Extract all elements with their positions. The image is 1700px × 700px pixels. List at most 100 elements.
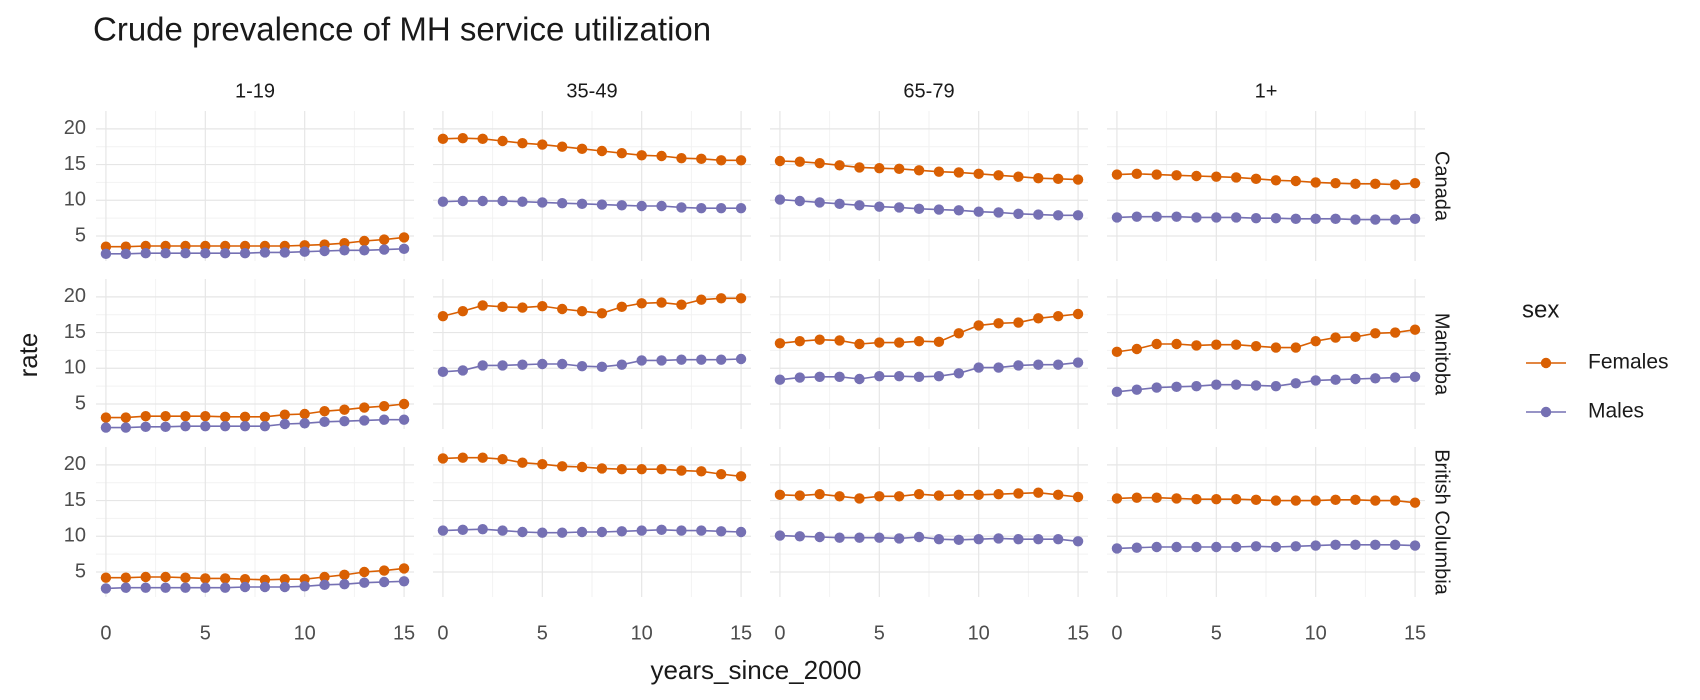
series-line [1116,173,1416,186]
data-point [676,525,687,536]
data-point [537,458,548,470]
data-point [814,371,825,383]
data-point [140,247,151,259]
series-line [779,534,1079,543]
data-point [696,354,707,365]
data-point [596,308,608,319]
data-point [1131,168,1143,180]
x-tick-label: 10 [968,622,990,644]
data-point [299,418,310,429]
data-point [477,300,488,311]
data-point [1290,495,1302,506]
data-point [1290,378,1302,389]
data-point [1013,488,1024,499]
data-point [1250,340,1262,352]
data-point [120,422,132,433]
data-point [200,582,211,593]
data-point [1250,212,1262,224]
data-point [537,139,548,150]
data-point [834,491,845,502]
data-point [299,246,310,257]
data-point [893,491,905,502]
data-point [596,199,608,210]
data-point [1111,346,1123,358]
data-point [319,416,330,428]
data-point [1211,541,1222,553]
data-point [537,527,548,538]
legend-label: Males [1588,400,1644,423]
data-point [339,245,350,256]
y-tick-label: 5 [75,560,86,582]
data-point [735,202,747,214]
data-point [874,532,885,543]
data-point [100,248,112,260]
data-point [1052,173,1064,185]
data-point [120,572,132,583]
legend-marker [1540,357,1552,369]
data-point [854,493,865,504]
data-point [140,421,151,433]
data-point [1370,539,1381,551]
y-tick-label: 15 [64,321,86,343]
data-point [933,533,945,545]
panel [770,279,1088,429]
data-point [1052,310,1064,322]
data-point [477,195,488,207]
data-point [1310,495,1321,506]
panel [96,111,414,261]
data-point [834,160,845,171]
data-point [1250,380,1262,391]
x-tick-label: 15 [393,622,415,644]
data-point [497,525,508,536]
data-point [299,573,310,585]
x-tick-label: 0 [100,622,111,644]
x-axis-label: years_since_2000 [650,655,861,685]
data-point [497,195,508,207]
data-point [993,318,1004,329]
data-point [378,565,390,576]
data-point [517,137,528,149]
data-point [893,337,905,348]
data-point [893,370,905,382]
data-point [1290,342,1302,353]
data-point [854,373,865,385]
data-point [556,303,568,315]
data-point [1350,178,1361,190]
data-point [735,293,747,304]
data-point [1052,359,1064,370]
data-point [1052,489,1064,501]
data-point [774,530,786,541]
data-point [696,294,707,305]
data-point [715,293,727,304]
data-point [774,155,786,167]
data-point [339,578,350,590]
data-point [774,338,786,349]
series-line [1116,544,1416,550]
panel [770,111,1088,261]
data-point [676,465,687,476]
data-point [497,453,508,465]
data-point [279,573,291,585]
series-line [442,200,742,209]
x-tick-label: 0 [1111,622,1122,644]
data-point [1191,170,1202,182]
data-point [1330,374,1341,385]
data-point [715,202,727,214]
data-point [1370,214,1381,225]
y-tick-label: 5 [75,392,86,414]
data-point [854,162,865,173]
data-point [1370,373,1381,384]
data-point [953,368,965,379]
data-point [913,531,925,543]
data-point [636,150,647,161]
data-point [676,299,687,310]
data-point [616,147,628,159]
data-point [1171,541,1182,553]
data-point [993,207,1004,218]
y-tick-label: 20 [64,453,86,475]
data-point [180,572,191,583]
data-point [100,583,112,594]
y-tick-label: 15 [64,153,86,175]
x-tick-label: 5 [200,622,211,644]
data-point [239,240,251,252]
